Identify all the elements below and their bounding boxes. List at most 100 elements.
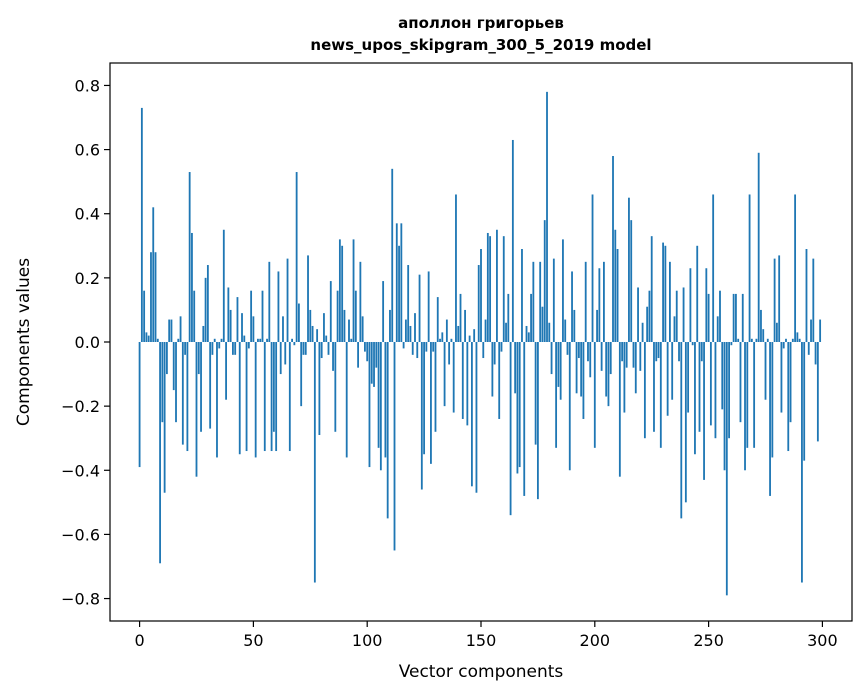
bar xyxy=(175,342,177,423)
bar xyxy=(714,342,717,439)
bar xyxy=(664,245,667,342)
bar xyxy=(359,261,362,342)
bar xyxy=(170,319,173,342)
bar xyxy=(213,338,216,342)
bar xyxy=(477,265,480,342)
bar xyxy=(156,338,159,342)
bar xyxy=(241,313,243,342)
bar xyxy=(760,309,762,342)
bar xyxy=(700,342,703,362)
bar xyxy=(329,281,332,342)
bar xyxy=(609,342,612,375)
bar xyxy=(140,107,143,343)
bar xyxy=(195,342,198,477)
bar xyxy=(778,255,781,342)
bar xyxy=(525,325,528,342)
bar xyxy=(377,342,380,448)
bar xyxy=(791,338,794,342)
bar xyxy=(498,342,501,419)
bar xyxy=(716,316,719,342)
bar xyxy=(530,293,532,342)
bar xyxy=(338,239,341,342)
bar xyxy=(202,325,205,342)
bar xyxy=(379,342,382,471)
bar xyxy=(323,313,325,342)
bar xyxy=(163,342,166,493)
bar xyxy=(589,342,592,378)
y-tick-label: 0.4 xyxy=(75,205,100,224)
x-axis-ticks: 0 50 100 150 200 250 300 xyxy=(134,621,838,650)
bar xyxy=(211,342,214,355)
bar xyxy=(206,265,209,342)
chart-title-line-1: аполлон григорьев xyxy=(398,14,564,32)
bar xyxy=(805,249,808,342)
bar xyxy=(518,342,521,468)
bar xyxy=(220,338,223,342)
bar xyxy=(288,342,291,452)
bar xyxy=(575,342,578,394)
bar xyxy=(450,338,453,342)
bar xyxy=(389,309,391,342)
bar xyxy=(764,342,767,400)
bar xyxy=(441,332,444,342)
y-tick-label: 0.8 xyxy=(75,76,100,95)
bar xyxy=(735,293,737,342)
bar xyxy=(209,342,212,429)
bar xyxy=(445,319,448,342)
y-axis-ticks: −0.8 −0.6 −0.4 −0.2 0.0 0.2 0.4 0.6 0.8 xyxy=(61,76,110,609)
bar xyxy=(505,322,507,342)
bar xyxy=(812,258,815,342)
bar xyxy=(762,329,765,342)
bar xyxy=(682,287,685,342)
bar xyxy=(457,325,460,342)
bar xyxy=(375,342,378,368)
bar xyxy=(573,309,576,342)
bar xyxy=(527,332,530,342)
bar xyxy=(721,342,724,410)
bar xyxy=(247,342,250,349)
bar xyxy=(313,342,316,583)
bar xyxy=(234,342,237,355)
bar xyxy=(673,316,676,342)
bar xyxy=(368,342,371,468)
bar xyxy=(393,342,396,551)
bar xyxy=(427,271,430,342)
bar xyxy=(418,274,421,342)
bar xyxy=(150,252,152,342)
bar xyxy=(730,342,733,346)
bar xyxy=(559,342,562,400)
y-tick-label: −0.8 xyxy=(61,590,100,609)
bar xyxy=(641,322,644,342)
bar xyxy=(511,139,514,342)
bar xyxy=(639,342,642,371)
bar xyxy=(191,232,193,342)
bar xyxy=(350,338,353,342)
bar xyxy=(461,342,464,419)
bar xyxy=(261,290,264,342)
bar xyxy=(650,236,653,342)
bar xyxy=(165,342,168,375)
bar xyxy=(603,261,605,342)
bar xyxy=(819,319,822,342)
bar xyxy=(357,342,359,368)
bar xyxy=(634,342,637,394)
bar xyxy=(177,338,180,342)
bar xyxy=(582,342,585,419)
bar xyxy=(279,342,282,375)
bar xyxy=(286,258,289,342)
bar xyxy=(250,290,253,342)
bar xyxy=(739,342,742,423)
bar xyxy=(694,342,696,455)
bar xyxy=(147,335,150,342)
bar xyxy=(204,277,207,342)
bar xyxy=(459,293,462,342)
bar xyxy=(618,342,621,477)
bar xyxy=(259,338,262,342)
bar xyxy=(584,261,587,342)
bar xyxy=(391,168,394,342)
bar xyxy=(491,342,494,397)
bar xyxy=(225,342,227,400)
bar xyxy=(698,342,701,432)
bar xyxy=(263,342,266,452)
